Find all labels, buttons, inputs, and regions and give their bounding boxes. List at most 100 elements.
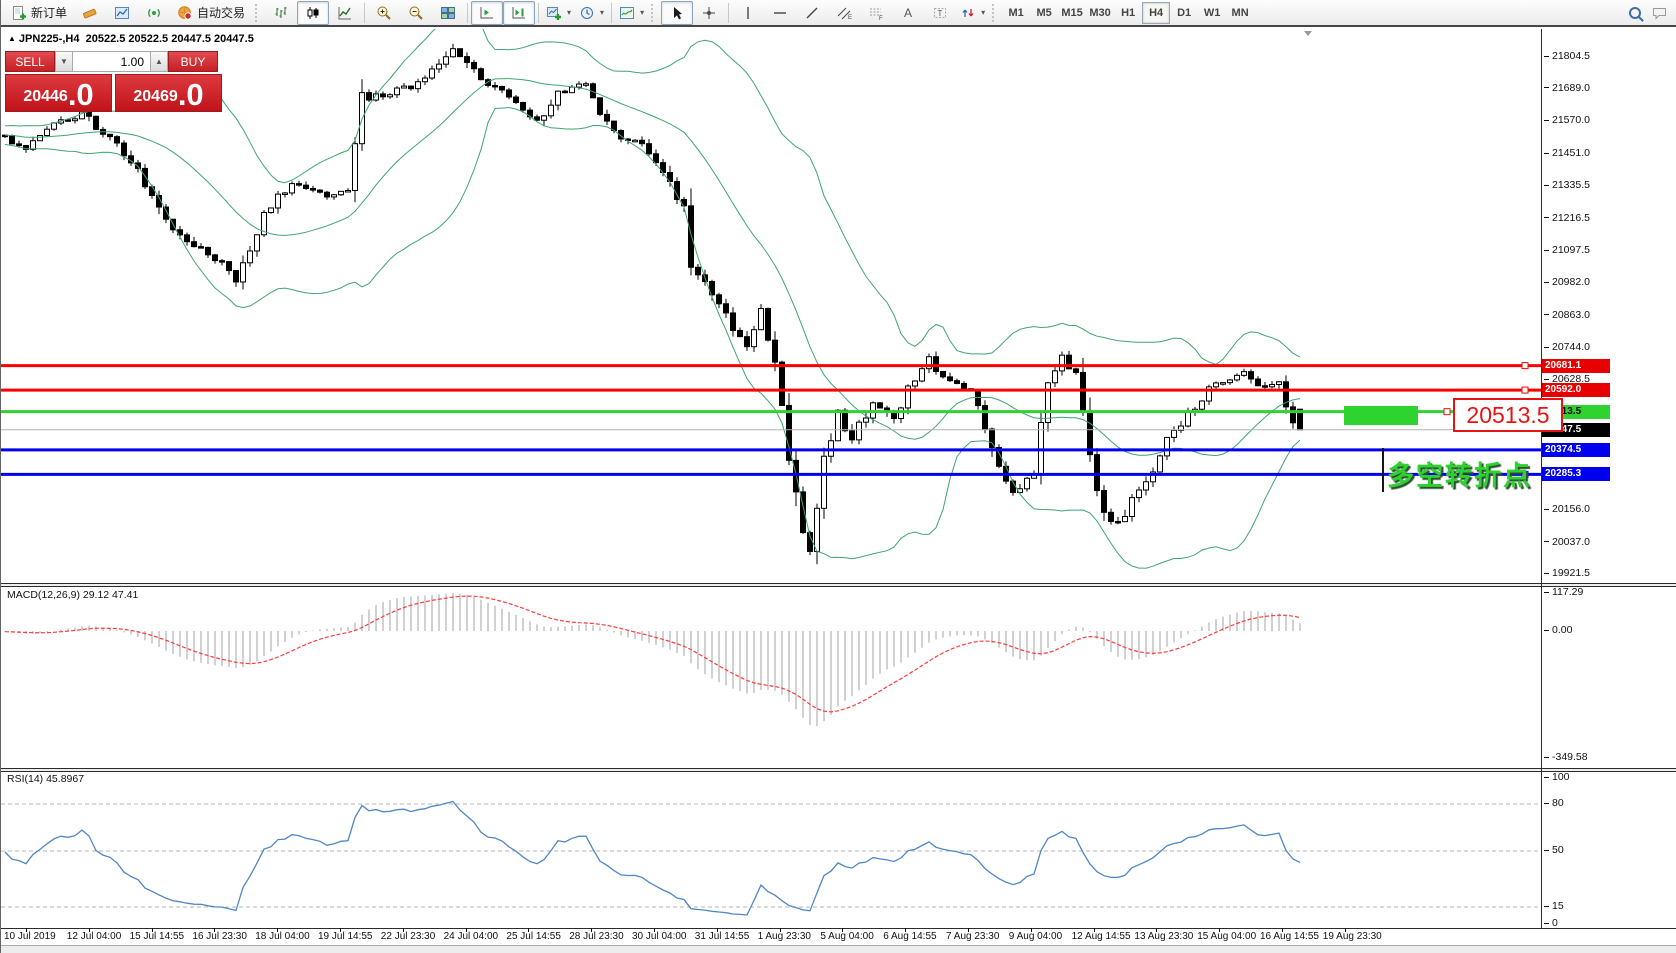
svg-text:T: T [938, 9, 943, 18]
toolbar-grip [992, 3, 999, 22]
price-callout-box[interactable]: 20513.5 [1453, 398, 1563, 432]
date-axis-tick [654, 928, 655, 932]
channel-icon: E [837, 7, 852, 21]
timeframe-w1[interactable]: W1 [1203, 6, 1221, 19]
timeframe-m1[interactable]: M1 [1008, 6, 1024, 19]
date-axis[interactable] [1, 928, 1676, 945]
equidistant-channel-button[interactable]: E [828, 1, 860, 25]
line-chart-button[interactable] [329, 1, 361, 25]
auto-scroll-icon [512, 6, 526, 18]
timeframe-m5[interactable]: M5 [1036, 6, 1052, 19]
price-axis-label: 21570.0 [1544, 114, 1590, 126]
vertical-line-button[interactable] [732, 1, 764, 25]
chart-shift-button[interactable] [471, 0, 504, 25]
date-axis-label: 5 Aug 04:00 [820, 931, 874, 942]
timeframe-mn[interactable]: MN [1231, 6, 1249, 19]
date-axis-tick [340, 928, 341, 932]
date-axis-tick [1219, 928, 1221, 932]
date-axis-label: 12 Jul 04:00 [66, 931, 122, 942]
buy-button[interactable]: BUY [168, 51, 218, 72]
date-axis-tick [716, 928, 718, 932]
zoom-out-icon [409, 6, 423, 20]
sell-price-main: 20446 [23, 88, 68, 105]
zoom-in-icon [377, 6, 391, 20]
zoom-out-button[interactable] [400, 1, 432, 25]
search-icon[interactable] [1629, 6, 1641, 19]
one-click-trade-panel: SELL ▼ ▲ BUY 20446.0 20469.0 [5, 51, 222, 112]
rsi-axis-label: 0 [1544, 917, 1558, 929]
horizontal-line-button[interactable] [764, 1, 796, 25]
indicators-dropdown[interactable]: ▾ [615, 1, 648, 25]
text-button[interactable]: A [892, 1, 924, 25]
chart-window-button[interactable] [106, 1, 138, 25]
new-order-button[interactable]: 新订单 [4, 1, 74, 25]
macd-axis-label: 0.00 [1544, 624, 1572, 636]
toolbar-separator [611, 2, 613, 23]
price-axis-label: 19921.5 [1544, 567, 1590, 579]
timeframe-m30[interactable]: M30 [1089, 6, 1111, 19]
line-chart-icon [338, 6, 352, 19]
date-axis-tick [277, 928, 279, 932]
label-button[interactable]: T [924, 1, 956, 25]
candlestick-chart-button[interactable] [297, 0, 330, 25]
rsi-pane-canvas[interactable] [1, 772, 1541, 928]
volume-decrease-button[interactable]: ▼ [55, 51, 73, 72]
date-axis-tick [1344, 928, 1346, 932]
auto-trading-label: 自动交易 [197, 6, 246, 20]
crosshair-button[interactable] [693, 1, 725, 25]
trendline-button[interactable] [796, 1, 828, 25]
new-chart-dropdown[interactable]: ▾ [542, 1, 575, 25]
volume-increase-button[interactable]: ▲ [150, 51, 168, 72]
new-chart-icon [547, 6, 562, 20]
pane-splitter[interactable] [1, 583, 1676, 587]
trendline-icon [806, 7, 818, 18]
price-line-tag: 20374.5 [1542, 442, 1610, 457]
toolbar-separator [364, 2, 366, 23]
date-axis-tick [1282, 928, 1283, 932]
macd-pane-canvas[interactable] [1, 587, 1541, 768]
date-axis-tick [1156, 928, 1158, 932]
arrows-dropdown[interactable]: ▾ [956, 1, 989, 25]
chat-icon[interactable] [1651, 5, 1669, 21]
zoom-in-button[interactable] [368, 1, 400, 25]
chevron-down-icon: ▾ [600, 8, 605, 17]
timeframe-m15[interactable]: M15 [1061, 6, 1083, 19]
macd-axis-label: -349.58 [1544, 751, 1588, 763]
buy-price-button[interactable]: 20469.0 [115, 74, 222, 112]
sell-price-button[interactable]: 20446.0 [5, 74, 112, 112]
date-axis-label: 16 Jul 23:30 [192, 931, 247, 942]
fibonacci-button[interactable]: F [860, 1, 892, 25]
chevron-down-icon: ▾ [981, 8, 986, 17]
price-line-tag: 20285.3 [1542, 467, 1610, 482]
date-axis-label: 31 Jul 14:55 [694, 931, 750, 942]
sell-button[interactable]: SELL [5, 51, 55, 72]
cursor-button[interactable] [661, 0, 694, 25]
annotation-anchor-line [1382, 448, 1384, 492]
tile-windows-icon [441, 6, 456, 19]
chevron-down-icon: ▾ [567, 8, 572, 17]
price-axis-label: 21335.5 [1544, 179, 1590, 191]
periods-dropdown[interactable]: ▾ [575, 1, 608, 25]
toolbar-separator [538, 2, 540, 23]
bar-chart-button[interactable] [265, 1, 297, 25]
signal-button[interactable] [138, 1, 170, 25]
chart-annotation-text[interactable]: 多空转折点 [1387, 461, 1532, 491]
timeframe-h4[interactable]: H4 [1142, 1, 1171, 24]
date-axis-tick [214, 928, 216, 932]
pane-splitter[interactable] [1, 768, 1676, 772]
volume-input[interactable] [73, 51, 150, 72]
date-axis-tick [1093, 928, 1095, 932]
auto-scroll-button[interactable] [503, 0, 536, 25]
tile-windows-button[interactable] [432, 1, 464, 25]
price-line-tag: 20681.1 [1542, 358, 1610, 373]
price-axis-label: 20156.0 [1544, 503, 1590, 515]
date-axis-tick [842, 928, 844, 932]
candlestick-chart-icon [307, 6, 319, 19]
date-axis-label: 10 Jul 2019 [4, 931, 56, 942]
auto-trading-icon [178, 5, 192, 20]
auto-trading-button[interactable]: 自动交易 [170, 1, 252, 25]
timeframe-d1[interactable]: D1 [1177, 6, 1192, 19]
timeframe-h1[interactable]: H1 [1121, 6, 1136, 19]
main-chart-canvas[interactable] [1, 29, 1542, 583]
crosshair-style-button[interactable] [74, 1, 106, 25]
